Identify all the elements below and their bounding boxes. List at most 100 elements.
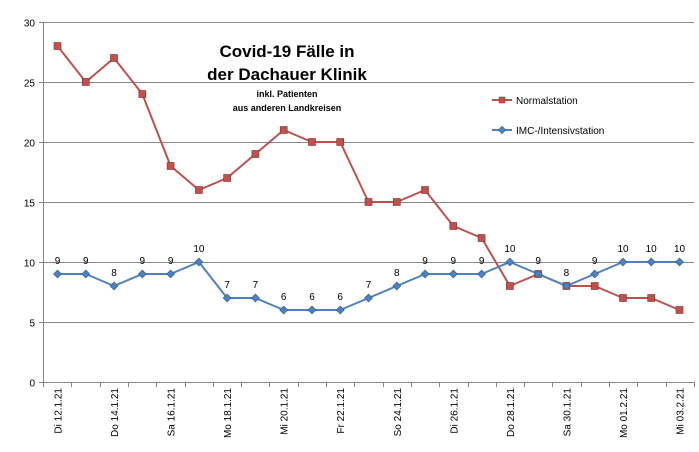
point-normalstation: [421, 186, 429, 194]
data-label-imc: 9: [140, 256, 146, 267]
x-tick-label: Sa 30.1.21: [562, 388, 573, 437]
data-label-imc: 7: [366, 280, 372, 291]
chart-title-line2: der Dachauer Klinik: [207, 65, 367, 84]
point-imc: [222, 293, 232, 303]
point-normalstation: [392, 198, 401, 206]
x-axis-ticks: Di 12.1.21 Do 14.1.21 Sa 16.1.21 Mo 18.1.21…: [43, 382, 695, 438]
x-tick-label: Fr 22.1.21: [336, 388, 347, 434]
legend-label-normalstation: Normalstation: [516, 96, 578, 107]
data-label-imc: 6: [309, 292, 315, 303]
data-label-imc: 9: [479, 256, 485, 267]
y-tick-label: 0: [29, 379, 35, 390]
x-tick-label: Mi 03.2.21: [676, 388, 687, 435]
series-group: [53, 42, 684, 315]
data-label-imc: 9: [422, 256, 428, 267]
point-normalstation: [110, 54, 118, 62]
chart-subtitle-line2: aus anderen Landkreisen: [233, 103, 342, 113]
point-normalstation: [647, 294, 656, 302]
point-imc: [137, 269, 147, 279]
point-imc: [646, 257, 656, 267]
x-tick-label: Di 12.1.21: [54, 388, 65, 434]
x-tick-label: Mo 18.1.21: [223, 388, 234, 438]
point-imc: [533, 269, 543, 279]
data-label-imc: 8: [564, 268, 570, 279]
y-tick-label: 5: [29, 319, 35, 330]
point-imc: [505, 257, 515, 267]
point-imc: [109, 281, 119, 291]
data-label-imc: 6: [337, 292, 343, 303]
point-normalstation: [166, 162, 175, 170]
point-imc: [335, 305, 345, 315]
x-tick-label: So 24.1.21: [393, 388, 404, 437]
data-label-imc: 10: [646, 244, 658, 255]
legend-marker-imc: [497, 125, 507, 135]
legend: Normalstation IMC-/Intensivstation: [492, 96, 604, 137]
x-tick-label: Di 26.1.21: [449, 388, 460, 434]
data-label-imc: 9: [451, 256, 457, 267]
point-imc: [561, 281, 571, 291]
point-normalstation: [506, 282, 514, 290]
y-tick-label: 10: [24, 259, 36, 270]
point-imc: [194, 257, 204, 267]
point-normalstation: [364, 198, 373, 206]
legend-label-imc: IMC-/Intensivstation: [516, 126, 604, 137]
data-label-imc: 9: [55, 256, 61, 267]
y-tick-label: 20: [24, 139, 36, 150]
point-normalstation: [619, 294, 627, 302]
y-tick-label: 25: [24, 79, 36, 90]
x-tick-label: Do 14.1.21: [110, 388, 121, 437]
data-labels: 9 9 8 9 9 10 7 7 6 6 6 7 8 9 9 9 10 9 8 9 10 10 10: [55, 244, 686, 303]
point-normalstation: [223, 174, 231, 182]
point-normalstation: [308, 138, 316, 146]
data-label-imc: 10: [504, 244, 516, 255]
data-label-imc: 9: [83, 256, 89, 267]
data-label-imc: 10: [617, 244, 629, 255]
chart-title-line1: Covid-19 Fälle in: [219, 42, 354, 61]
data-label-imc: 10: [193, 244, 205, 255]
point-normalstation: [336, 138, 345, 146]
legend-marker-normalstation: [498, 96, 506, 104]
point-imc: [392, 281, 402, 291]
point-imc: [618, 257, 628, 267]
point-imc: [675, 257, 684, 267]
point-imc: [590, 269, 600, 279]
data-label-imc: 8: [111, 268, 117, 279]
data-label-imc: 9: [168, 256, 174, 267]
point-normalstation: [53, 42, 62, 50]
series-line-normalstation: [56, 45, 680, 311]
point-normalstation: [449, 222, 458, 230]
point-imc: [477, 269, 487, 279]
point-imc: [448, 269, 458, 279]
point-normalstation: [82, 78, 90, 86]
gridlines: [43, 22, 694, 323]
point-normalstation: [138, 90, 147, 98]
data-label-imc: 7: [253, 280, 259, 291]
point-imc: [81, 269, 91, 279]
data-label-imc: 7: [224, 280, 230, 291]
data-label-imc: 6: [281, 292, 287, 303]
point-imc: [307, 305, 317, 315]
point-normalstation: [251, 150, 260, 158]
point-normalstation: [675, 306, 684, 314]
y-axis-ticks: 0 5 10 15 20 25 30: [24, 19, 43, 390]
data-label-imc: 9: [535, 256, 541, 267]
axes: [43, 22, 694, 383]
point-imc: [420, 269, 430, 279]
y-tick-label: 15: [24, 199, 36, 210]
point-normalstation: [590, 282, 599, 290]
chart-subtitle-line1: inkl. Patienten: [256, 89, 317, 99]
x-tick-label: Mo 01.2.21: [619, 388, 630, 438]
point-imc: [364, 293, 373, 303]
point-imc: [53, 269, 62, 279]
point-imc: [279, 305, 289, 315]
point-normalstation: [195, 186, 203, 194]
x-tick-label: Do 28.1.21: [506, 388, 517, 437]
point-imc: [166, 269, 176, 279]
point-imc: [250, 293, 260, 303]
x-tick-label: Mi 20.1.21: [280, 388, 291, 435]
point-normalstation: [279, 126, 288, 134]
data-label-imc: 10: [674, 244, 686, 255]
x-tick-label: Sa 16.1.21: [167, 388, 178, 437]
data-label-imc: 9: [592, 256, 598, 267]
